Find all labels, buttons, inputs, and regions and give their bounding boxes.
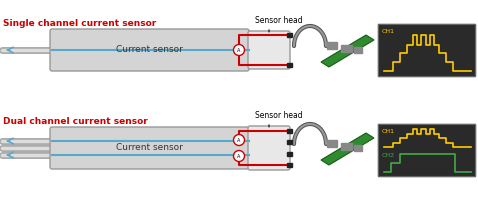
Text: A: A (237, 47, 241, 52)
Bar (287, 152, 292, 156)
FancyBboxPatch shape (248, 31, 290, 69)
Circle shape (233, 45, 245, 55)
Circle shape (233, 150, 245, 162)
Text: Single channel current sensor: Single channel current sensor (3, 19, 156, 28)
Text: Dual channel current sensor: Dual channel current sensor (3, 117, 148, 126)
Circle shape (233, 134, 245, 146)
FancyBboxPatch shape (50, 127, 249, 169)
Polygon shape (321, 133, 374, 165)
Bar (341, 143, 352, 150)
Bar (378, 24, 475, 76)
FancyBboxPatch shape (248, 126, 290, 170)
Text: Sensor head: Sensor head (255, 111, 303, 120)
Text: A: A (237, 138, 241, 142)
Text: A: A (237, 154, 241, 158)
Bar (354, 47, 362, 53)
Bar (287, 140, 292, 144)
Bar (287, 163, 292, 167)
Text: CH2: CH2 (382, 153, 395, 158)
Bar (341, 45, 352, 52)
Bar (327, 140, 337, 147)
Bar (378, 124, 475, 176)
Bar (287, 63, 292, 67)
Bar (327, 42, 337, 49)
Polygon shape (321, 35, 374, 67)
Text: CH1: CH1 (382, 129, 395, 134)
FancyBboxPatch shape (50, 29, 249, 71)
Bar (354, 145, 362, 151)
Bar (287, 33, 292, 37)
Text: CH1: CH1 (382, 29, 395, 34)
Text: Current sensor: Current sensor (116, 46, 183, 54)
Text: Current sensor: Current sensor (116, 144, 183, 152)
Text: Sensor head: Sensor head (255, 16, 303, 25)
Bar (287, 129, 292, 133)
